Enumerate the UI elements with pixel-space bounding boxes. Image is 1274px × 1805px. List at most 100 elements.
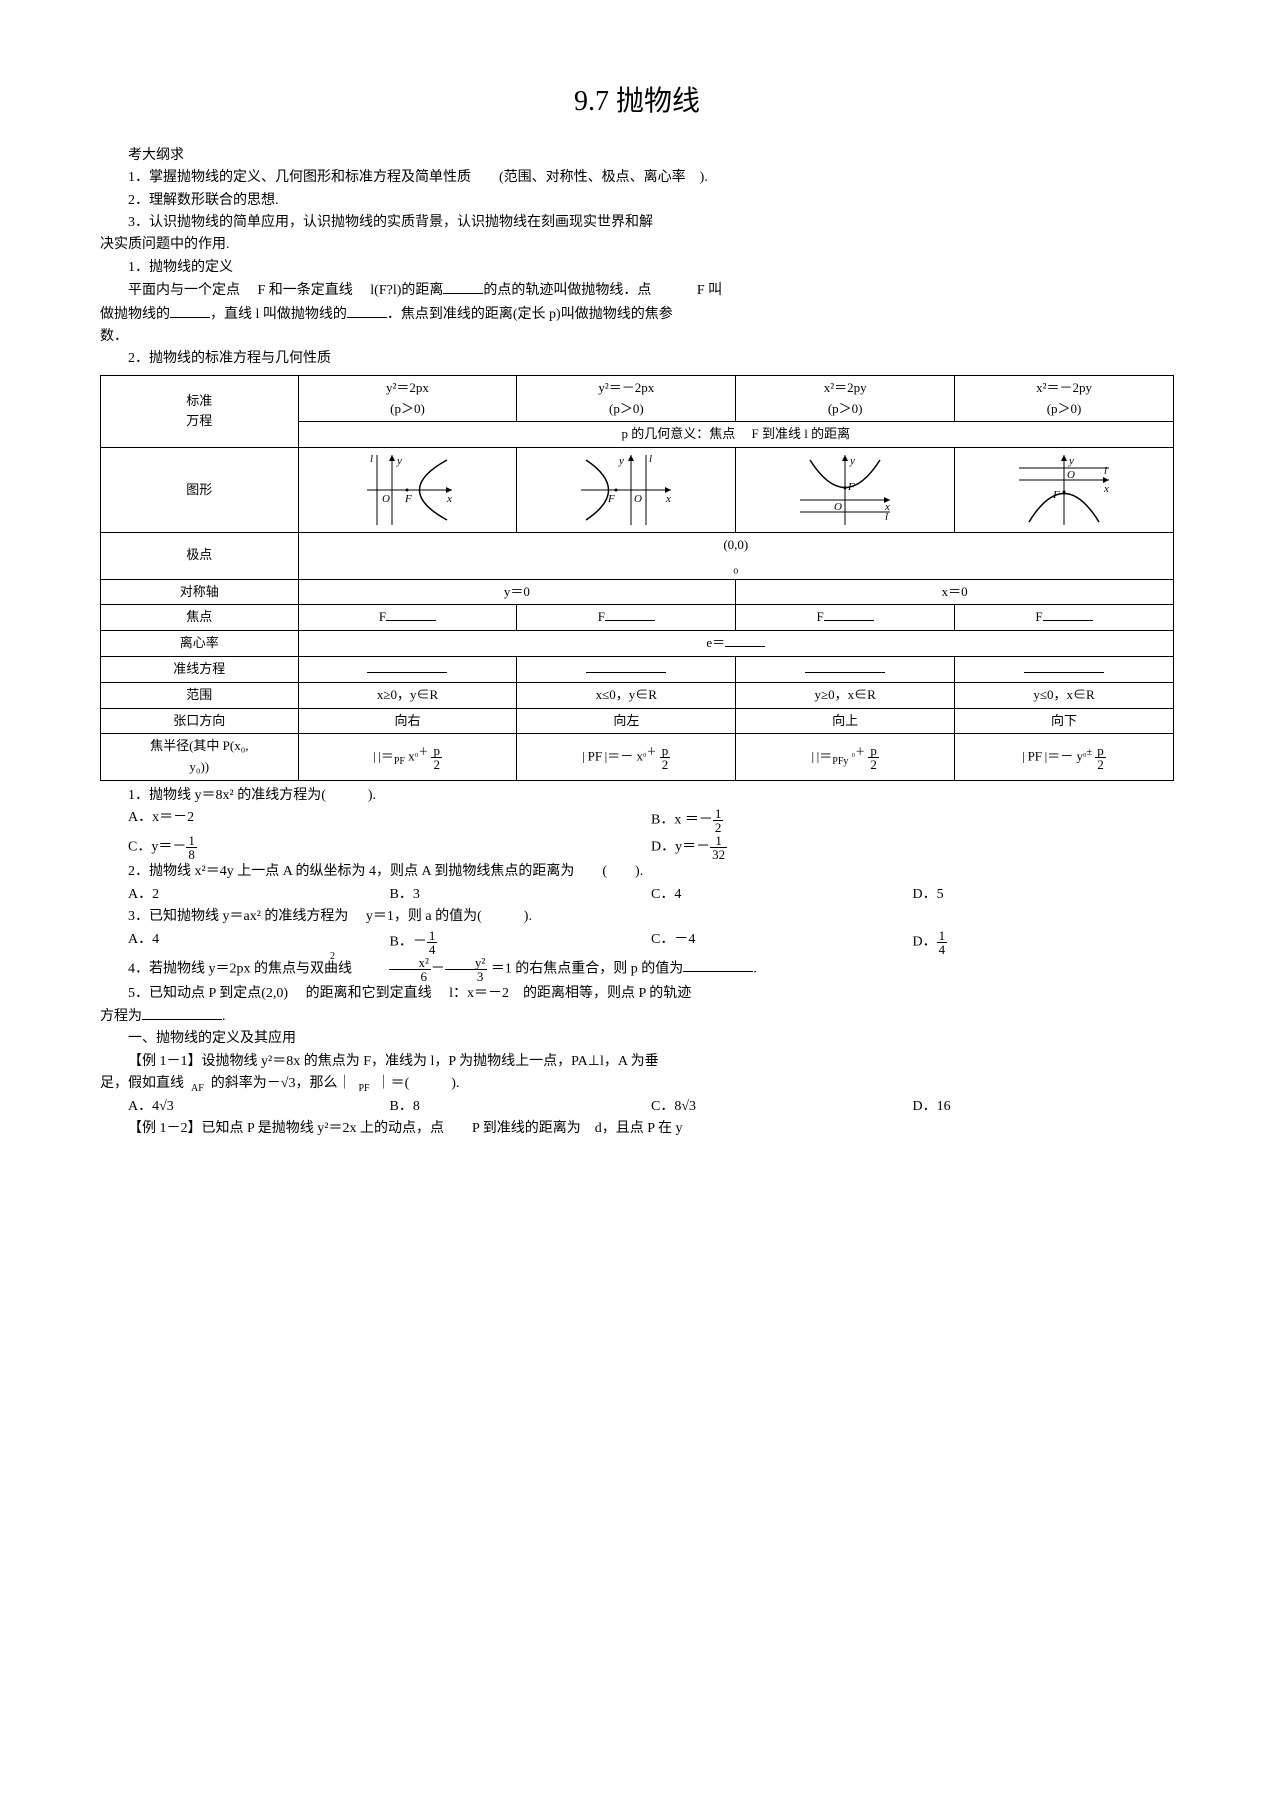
eq3: x²＝2py(p＞0)	[736, 375, 955, 422]
ecc-val: e＝	[298, 631, 1173, 657]
open1: 向右	[298, 708, 517, 734]
svg-text:F: F	[607, 493, 615, 505]
axis-x: x＝0	[736, 579, 1174, 605]
svg-text:F: F	[404, 493, 412, 505]
focus2: F	[517, 605, 736, 631]
q3-stem: 3．已知抛物线 y＝ax² 的准线方程为 y＝1，则 a 的值为( ).	[100, 906, 1174, 928]
q4: 4．若抛物线 y＝2px 的焦点与双曲线 2 x²6－y²3 ＝1 的右焦点重合…	[100, 956, 1174, 983]
focus4: F	[955, 605, 1174, 631]
intro-3: 3．认识抛物线的简单应用，认识抛物线的实质背景，认识抛物线在刻画现实世界和解	[100, 212, 1174, 234]
q1-stem: 1．抛物线 y＝8x² 的准线方程为( ).	[100, 785, 1174, 807]
svg-text:x: x	[446, 493, 452, 505]
blank	[347, 303, 387, 318]
row-ecc: 离心率	[101, 631, 299, 657]
row-open: 张口方向	[101, 708, 299, 734]
q3-D: D．14	[913, 929, 1175, 956]
def-heading: 1．抛物线的定义	[100, 257, 1174, 279]
blank	[170, 303, 210, 318]
rad2: | PF |＝－ x₀＋ p2	[517, 734, 736, 781]
ex1-1-B: B．8	[390, 1096, 652, 1118]
focus3: F	[736, 605, 955, 631]
shape-down: y O F x l	[955, 448, 1174, 533]
svg-text:y: y	[396, 455, 402, 467]
page-title: 9.7 抛物线	[100, 80, 1174, 125]
svg-text:O: O	[834, 501, 842, 513]
ex1-1-D: D．16	[913, 1096, 1175, 1118]
def-line3: 数．	[100, 326, 1174, 348]
def-line2a: 做抛物线的	[100, 307, 170, 322]
svg-text:l: l	[1104, 465, 1107, 477]
vertex-val: (0,0)o	[298, 533, 1173, 580]
svg-text:y: y	[618, 455, 624, 467]
q3-B: B．－14	[390, 929, 652, 956]
range3: y≥0，x∈R	[736, 682, 955, 708]
q3-A: A．4	[128, 929, 390, 956]
q1-C: C．y＝－18	[128, 834, 651, 861]
row-shape: 图形	[101, 448, 299, 533]
dir2	[517, 657, 736, 683]
rad3: | |＝PFy ₀＋ p2	[736, 734, 955, 781]
svg-text:O: O	[634, 493, 642, 505]
svg-text:x: x	[1103, 483, 1109, 495]
def-line2c: ．焦点到准线的距离(定长 p)叫做抛物线的焦参	[387, 307, 673, 322]
row-directrix: 准线方程	[101, 657, 299, 683]
rad4: | PF |＝－ y₀± p2	[955, 734, 1174, 781]
svg-text:x: x	[665, 493, 671, 505]
ex1-1-C: C．8√3	[651, 1096, 913, 1118]
eq2: y²＝－2px(p＞0)	[517, 375, 736, 422]
def-line1a: 平面内与一个定点 F 和一条定直线 l(F?l)的距离	[128, 283, 443, 298]
table-heading: 2．抛物线的标准方程与几何性质	[100, 348, 1174, 370]
svg-text:l: l	[370, 453, 373, 465]
intro-cont: 决实质问题中的作用.	[100, 234, 1174, 256]
def-line1: 平面内与一个定点 F 和一条定直线 l(F?l)的距离 的点的轨迹叫做抛物线．点 …	[100, 279, 1174, 302]
dir1	[298, 657, 517, 683]
def-line2b: ，直线 l 叫做抛物线的	[210, 307, 347, 322]
def-line1b: 的点的轨迹叫做抛物线．点 F 叫	[483, 283, 722, 298]
svg-text:y: y	[1068, 455, 1074, 467]
sec1: 一、抛物线的定义及其应用	[100, 1028, 1174, 1050]
rad1: | |＝PF x₀＋ p2	[298, 734, 517, 781]
shape-up: y O F x l	[736, 448, 955, 533]
hdr-label: 标准 万程	[101, 375, 299, 447]
open2: 向左	[517, 708, 736, 734]
ex1-1-l1: 【例 1－1】设抛物线 y²＝8x 的焦点为 F，准线为 l，P 为抛物线上一点…	[100, 1051, 1174, 1073]
open4: 向下	[955, 708, 1174, 734]
svg-text:O: O	[382, 493, 390, 505]
row-radius: 焦半径(其中 P(x₀, y₀))	[101, 734, 299, 781]
def-line2: 做抛物线的 ，直线 l 叫做抛物线的 ．焦点到准线的距离(定长 p)叫做抛物线的焦参	[100, 303, 1174, 326]
q2-stem: 2．抛物线 x²＝4y 上一点 A 的纵坐标为 4，则点 A 到抛物线焦点的距离…	[100, 861, 1174, 883]
q2-A: A．2	[128, 884, 390, 906]
blank	[443, 279, 483, 294]
q1-A: A．x＝－2	[128, 807, 651, 834]
focus1: F	[298, 605, 517, 631]
intro-heading: 考大纲求	[100, 145, 1174, 167]
dir3	[736, 657, 955, 683]
q5-line2: 方程为.	[100, 1005, 1174, 1028]
q2-C: C．4	[651, 884, 913, 906]
q3-C: C．－4	[651, 929, 913, 956]
q1-D: D．y＝－132	[651, 834, 1174, 861]
ex1-1-A: A．4√3	[128, 1096, 390, 1118]
range4: y≤0，x∈R	[955, 682, 1174, 708]
row-axis: 对称轴	[101, 579, 299, 605]
q5-line1: 5．已知动点 P 到定点(2,0) 的距离和它到定直线 l：x＝－2 的距离相等…	[100, 983, 1174, 1005]
svg-text:l: l	[885, 511, 888, 523]
eq1: y²＝2px(p＞0)	[298, 375, 517, 422]
axis-y: y＝0	[298, 579, 736, 605]
shape-right: l y O F x	[298, 448, 517, 533]
q2-B: B．3	[390, 884, 652, 906]
ex1-2: 【例 1－2】已知点 P 是抛物线 y²＝2x 上的动点，点 P 到准线的距离为…	[100, 1118, 1174, 1140]
shape-left: l y O F x	[517, 448, 736, 533]
q1-B: B．x ＝－12	[651, 807, 1174, 834]
svg-text:y: y	[849, 455, 855, 467]
intro-2: 2．理解数形联合的思想.	[100, 190, 1174, 212]
intro-1: 1．掌握抛物线的定义、几何图形和标准方程及简单性质 (范围、对称性、极点、离心率…	[100, 167, 1174, 189]
row-focus: 焦点	[101, 605, 299, 631]
open3: 向上	[736, 708, 955, 734]
range2: x≤0，y∈R	[517, 682, 736, 708]
q2-D: D．5	[913, 884, 1175, 906]
row-vertex: 极点	[101, 533, 299, 580]
svg-text:F: F	[1052, 489, 1060, 501]
eq4: x²＝－2py(p＞0)	[955, 375, 1174, 422]
dir4	[955, 657, 1174, 683]
